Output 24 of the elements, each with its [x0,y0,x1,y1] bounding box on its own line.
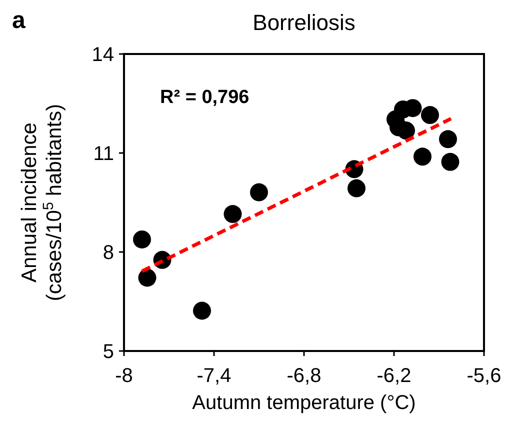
point [414,148,432,166]
annotation: R² = 0,796 [160,87,250,108]
x-tick-label: -6,2 [376,365,412,387]
point [397,122,415,140]
y-tick-label: 5 [102,341,114,363]
y-tick-label: 11 [93,143,114,165]
text: a [12,7,26,34]
point [224,205,242,224]
x-tick-label: -5,6 [466,365,502,387]
point [138,268,156,287]
point [348,179,366,198]
y-tick-label: 8 [102,242,114,264]
point [421,106,439,124]
x-axis-title: Autumn temperature (°C) [192,392,416,414]
point [250,183,268,202]
point [133,230,151,248]
point [441,152,460,171]
point [193,302,211,320]
y-tick-label: 14 [92,44,114,66]
point [439,130,457,148]
x-tick-label: -8 [115,365,133,387]
x-tick-label: -6,8 [286,365,322,387]
chart-title: Borreliosis [252,10,356,35]
x-tick-label: -7,4 [196,365,232,387]
